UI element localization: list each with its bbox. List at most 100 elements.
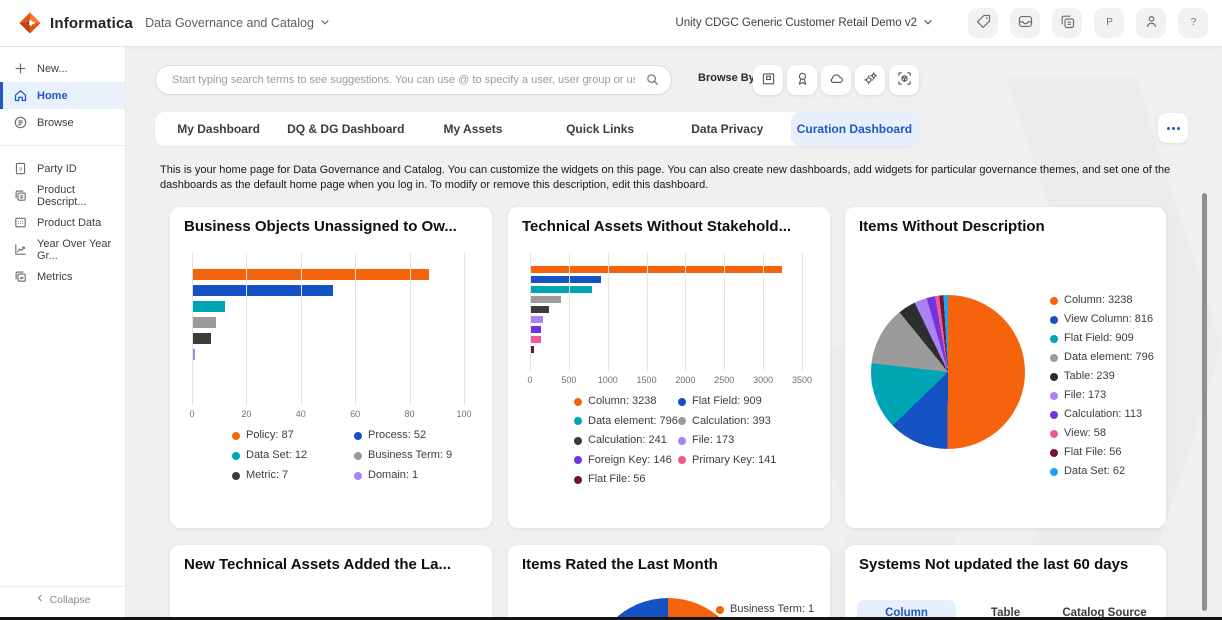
- pie-chart: [871, 295, 1025, 449]
- bar-file: [530, 316, 543, 323]
- ellipsis-icon: [1177, 127, 1180, 130]
- bar-metric: [192, 333, 211, 344]
- sidebar-item-new[interactable]: New...: [0, 55, 125, 82]
- card-technical-assets-without-stakeholder: Technical Assets Without Stakehold... 05…: [508, 207, 830, 528]
- environment-label: Unity CDGC Generic Customer Retail Demo …: [675, 17, 917, 29]
- x-axis: 0500100015002000250030003500: [530, 371, 802, 383]
- sidebar-item-browse[interactable]: Browse: [0, 109, 125, 136]
- sidebar-item-product-description[interactable]: Product Descript...: [0, 182, 125, 209]
- legend-item: View: 58: [1050, 427, 1154, 440]
- main-content: Browse By My DashboardDQ & DG DashboardM…: [126, 47, 1222, 620]
- sidebar-item-party-id[interactable]: a Party ID: [0, 155, 125, 182]
- legend-item: Data Set: 12: [232, 449, 354, 462]
- top-bar: Informatica Data Governance and Catalog …: [0, 0, 1222, 47]
- environment-selector[interactable]: Unity CDGC Generic Customer Retail Demo …: [675, 16, 934, 31]
- sidebar-item-home[interactable]: Home: [0, 82, 125, 109]
- browse-by-buttons: [753, 65, 919, 95]
- sidebar-item-label: Product Data: [37, 217, 101, 229]
- search-input[interactable]: [155, 65, 672, 95]
- card-items-rated-last-month: Items Rated the Last Month Business Term…: [508, 545, 830, 620]
- gridline: [530, 253, 531, 371]
- axis-tick-label: 40: [296, 409, 306, 419]
- sidebar-item-label: Product Descript...: [37, 184, 125, 208]
- legend-item: Flat File: 56: [1050, 446, 1154, 459]
- legend-label: View: 58: [1064, 427, 1106, 440]
- bar-chart: 020406080100: [192, 253, 464, 417]
- legend-label: Process: 52: [368, 429, 426, 442]
- vertical-scrollbar[interactable]: [1202, 193, 1207, 611]
- dashboard-tabs: My DashboardDQ & DG DashboardMy AssetsQu…: [155, 112, 918, 146]
- legend-label: Column: 3238: [1064, 294, 1133, 307]
- legend-dot: [1050, 316, 1058, 324]
- user-button[interactable]: [1136, 8, 1166, 38]
- app-switcher[interactable]: Data Governance and Catalog: [145, 16, 331, 31]
- legend-label: Business Term: 9: [368, 449, 452, 462]
- inbox-button[interactable]: [1010, 8, 1040, 38]
- stacked-docs-icon: [13, 269, 28, 284]
- browse-catalog-button[interactable]: [753, 65, 783, 95]
- process-button[interactable]: P: [1094, 8, 1124, 38]
- legend-label: File: 173: [1064, 389, 1106, 402]
- sidebar-item-year-over-year[interactable]: Year Over Year Gr...: [0, 236, 125, 263]
- legend-dot: [678, 437, 686, 445]
- legend-dot: [1050, 468, 1058, 476]
- legend-label: Calculation: 241: [588, 434, 667, 447]
- tab-data-privacy[interactable]: Data Privacy: [664, 112, 791, 146]
- search-icon[interactable]: [645, 72, 660, 87]
- browse-processes-button[interactable]: [855, 65, 885, 95]
- card-title: Systems Not updated the last 60 days: [859, 556, 1152, 573]
- legend-label: File: 173: [692, 434, 734, 447]
- legend-item: Policy: 87: [232, 429, 354, 442]
- legend-label: Policy: 87: [246, 429, 294, 442]
- legend-label: Business Term: 1: [730, 603, 814, 616]
- browse-stewardship-button[interactable]: [787, 65, 817, 95]
- tags-button[interactable]: [968, 8, 998, 38]
- legend-label: Flat File: 56: [1064, 446, 1121, 459]
- axis-tick-label: 80: [405, 409, 415, 419]
- browse-assets-button[interactable]: [889, 65, 919, 95]
- legend-item: File: 173: [1050, 389, 1154, 402]
- axis-tick-label: 3000: [753, 375, 773, 385]
- legend-dot: [1050, 411, 1058, 419]
- sidebar-item-metrics[interactable]: Metrics: [0, 263, 125, 290]
- tab-dq-dg-dashboard[interactable]: DQ & DG Dashboard: [282, 112, 409, 146]
- legend-label: Table: 239: [1064, 370, 1115, 383]
- help-button[interactable]: ?: [1178, 8, 1208, 38]
- card-business-objects-unassigned: Business Objects Unassigned to Ow... 020…: [170, 207, 492, 528]
- gridline: [464, 253, 465, 405]
- legend-label: Data element: 796: [1064, 351, 1154, 364]
- legend-dot: [232, 472, 240, 480]
- gridline: [724, 253, 725, 371]
- browse-cloud-button[interactable]: [821, 65, 851, 95]
- tab-quick-links[interactable]: Quick Links: [537, 112, 664, 146]
- chart-legend: Column: 3238View Column: 816Flat Field: …: [1050, 294, 1154, 478]
- sidebar-item-product-data[interactable]: Product Data: [0, 209, 125, 236]
- tab-curation-dashboard[interactable]: Curation Dashboard: [791, 112, 918, 146]
- legend-dot: [574, 398, 582, 406]
- tab-my-dashboard[interactable]: My Dashboard: [155, 112, 282, 146]
- badge-icon: [794, 70, 811, 90]
- bar-business-term: [192, 317, 216, 328]
- axis-tick-label: 0: [527, 375, 532, 385]
- copy-pages-button[interactable]: [1052, 8, 1082, 38]
- tab-my-assets[interactable]: My Assets: [409, 112, 536, 146]
- archive-box-icon: [760, 70, 777, 90]
- legend-label: Column: 3238: [588, 395, 657, 408]
- more-options-button[interactable]: [1158, 113, 1188, 143]
- brand-name: Informatica: [50, 15, 133, 32]
- tag-icon: [975, 13, 992, 33]
- cube-scan-icon: [896, 70, 913, 90]
- chevron-down-icon: [922, 16, 934, 31]
- gridline: [246, 253, 247, 405]
- legend-label: Calculation: 113: [1064, 408, 1142, 421]
- chart-legend: Column: 3238Flat Field: 909Data element:…: [574, 395, 776, 486]
- legend-dot: [354, 452, 362, 460]
- axis-tick-label: 2500: [714, 375, 734, 385]
- bar-flat-field: [530, 276, 601, 283]
- stacked-docs-icon: [13, 188, 28, 203]
- legend-dot: [1050, 392, 1058, 400]
- legend-dot: [1050, 354, 1058, 362]
- legend-dot: [1050, 297, 1058, 305]
- legend-item: Metric: 7: [232, 469, 354, 482]
- sidebar-collapse-button[interactable]: Collapse: [0, 586, 125, 612]
